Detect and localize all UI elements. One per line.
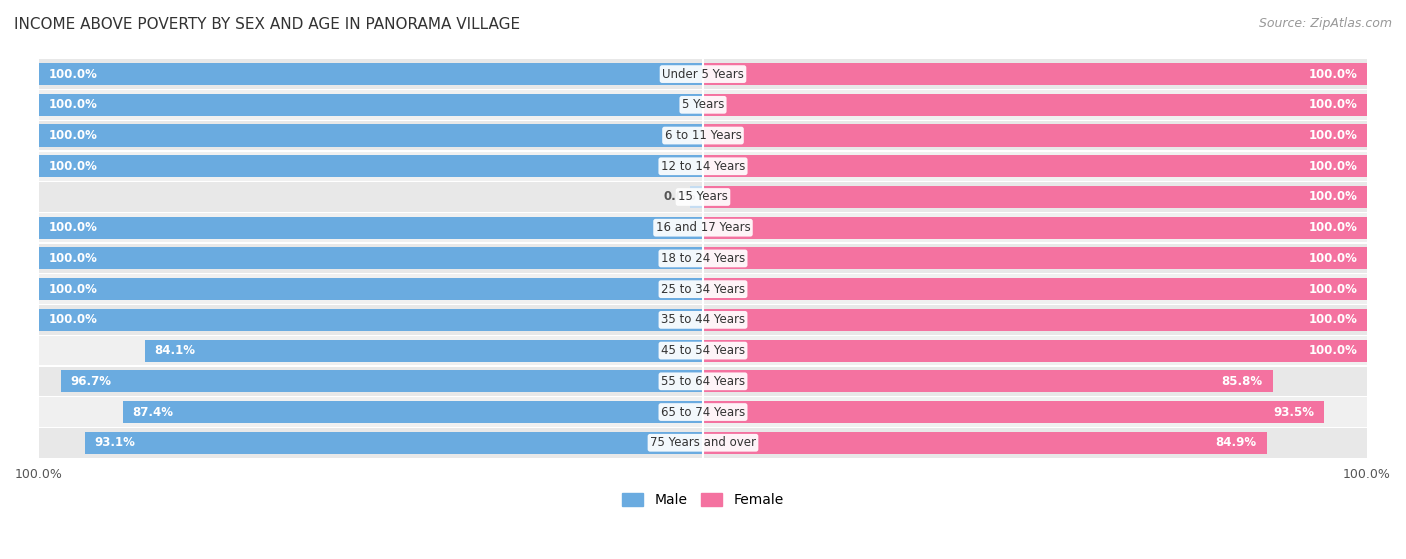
Bar — [39, 336, 1367, 366]
Bar — [703, 432, 1267, 454]
Text: Source: ZipAtlas.com: Source: ZipAtlas.com — [1258, 17, 1392, 30]
Text: 100.0%: 100.0% — [49, 129, 98, 142]
Text: 100.0%: 100.0% — [1308, 129, 1357, 142]
Bar — [703, 155, 1367, 177]
Bar — [60, 370, 703, 392]
Bar — [84, 432, 703, 454]
Text: 100.0%: 100.0% — [1308, 191, 1357, 203]
Bar — [39, 309, 703, 331]
Text: Under 5 Years: Under 5 Years — [662, 68, 744, 80]
Text: 25 to 34 Years: 25 to 34 Years — [661, 283, 745, 296]
Bar — [39, 244, 1367, 273]
Bar — [703, 217, 1367, 239]
Text: 100.0%: 100.0% — [49, 252, 98, 265]
Text: 100.0%: 100.0% — [49, 98, 98, 111]
Text: 16 and 17 Years: 16 and 17 Years — [655, 221, 751, 234]
Text: 18 to 24 Years: 18 to 24 Years — [661, 252, 745, 265]
Bar — [39, 155, 703, 177]
Bar — [39, 274, 1367, 304]
Bar — [39, 59, 1367, 89]
Text: 45 to 54 Years: 45 to 54 Years — [661, 344, 745, 357]
Text: 5 Years: 5 Years — [682, 98, 724, 111]
Text: 85.8%: 85.8% — [1222, 375, 1263, 388]
Text: 84.1%: 84.1% — [155, 344, 195, 357]
Text: 100.0%: 100.0% — [49, 314, 98, 326]
Text: 84.9%: 84.9% — [1216, 436, 1257, 449]
Text: 35 to 44 Years: 35 to 44 Years — [661, 314, 745, 326]
Bar — [703, 370, 1272, 392]
Text: 100.0%: 100.0% — [49, 68, 98, 80]
Bar — [39, 367, 1367, 396]
Text: 93.5%: 93.5% — [1272, 405, 1315, 419]
Bar — [39, 151, 1367, 181]
Bar — [703, 94, 1367, 116]
Bar — [39, 125, 703, 146]
Bar — [39, 428, 1367, 457]
Text: 6 to 11 Years: 6 to 11 Years — [665, 129, 741, 142]
Bar — [703, 125, 1367, 146]
Bar — [690, 186, 703, 208]
Text: 55 to 64 Years: 55 to 64 Years — [661, 375, 745, 388]
Bar — [39, 63, 703, 85]
Text: 100.0%: 100.0% — [49, 221, 98, 234]
Text: 96.7%: 96.7% — [70, 375, 112, 388]
Bar — [39, 305, 1367, 335]
Text: 100.0%: 100.0% — [1308, 314, 1357, 326]
Bar — [703, 63, 1367, 85]
Bar — [39, 182, 1367, 212]
Bar — [39, 278, 703, 300]
Text: 100.0%: 100.0% — [1308, 68, 1357, 80]
Bar — [703, 401, 1324, 423]
Text: 93.1%: 93.1% — [94, 436, 135, 449]
Text: INCOME ABOVE POVERTY BY SEX AND AGE IN PANORAMA VILLAGE: INCOME ABOVE POVERTY BY SEX AND AGE IN P… — [14, 17, 520, 32]
Legend: Male, Female: Male, Female — [617, 488, 789, 513]
Text: 100.0%: 100.0% — [1308, 344, 1357, 357]
Text: 100.0%: 100.0% — [49, 160, 98, 173]
Text: 15 Years: 15 Years — [678, 191, 728, 203]
Text: 12 to 14 Years: 12 to 14 Years — [661, 160, 745, 173]
Bar — [39, 213, 1367, 243]
Bar — [703, 248, 1367, 269]
Text: 100.0%: 100.0% — [49, 283, 98, 296]
Bar — [39, 121, 1367, 150]
Bar — [39, 94, 703, 116]
Text: 100.0%: 100.0% — [1308, 283, 1357, 296]
Text: 100.0%: 100.0% — [1308, 98, 1357, 111]
Bar — [703, 309, 1367, 331]
Bar — [145, 339, 703, 362]
Bar — [39, 397, 1367, 427]
Text: 0.0%: 0.0% — [664, 191, 696, 203]
Bar — [703, 186, 1367, 208]
Bar — [39, 90, 1367, 120]
Bar — [703, 278, 1367, 300]
Text: 65 to 74 Years: 65 to 74 Years — [661, 405, 745, 419]
Bar — [39, 217, 703, 239]
Text: 100.0%: 100.0% — [1308, 221, 1357, 234]
Text: 100.0%: 100.0% — [1308, 252, 1357, 265]
Text: 75 Years and over: 75 Years and over — [650, 436, 756, 449]
Bar — [703, 339, 1367, 362]
Text: 87.4%: 87.4% — [132, 405, 173, 419]
Bar — [122, 401, 703, 423]
Bar — [39, 248, 703, 269]
Text: 100.0%: 100.0% — [1308, 160, 1357, 173]
